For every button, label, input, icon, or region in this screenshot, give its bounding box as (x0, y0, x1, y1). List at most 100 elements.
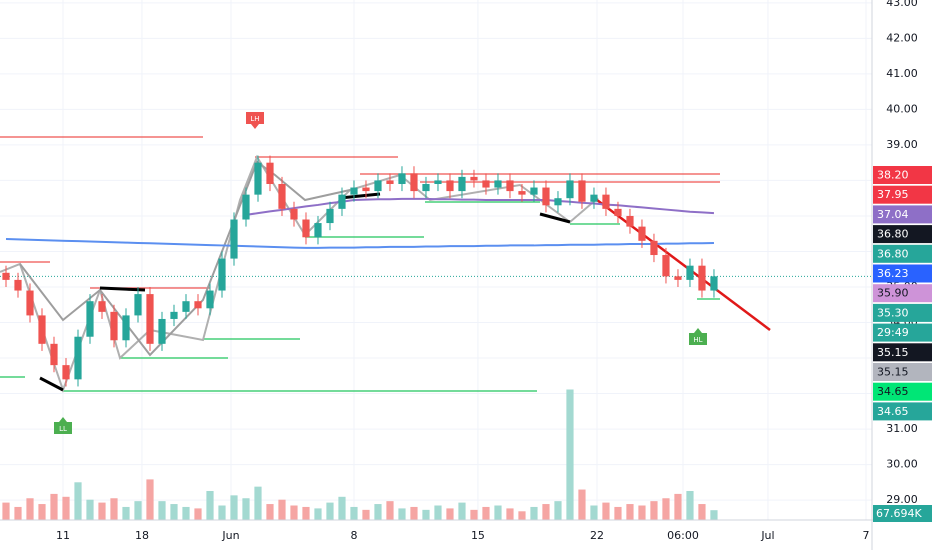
volume-bar (206, 491, 214, 520)
price-badge (873, 382, 932, 401)
price-badge-label: 37.95 (877, 188, 909, 201)
volume-bar (626, 504, 634, 520)
volume-bar (662, 498, 670, 520)
volume-bar (338, 496, 346, 520)
volume-bar (170, 504, 178, 520)
volume-bar (86, 499, 94, 520)
volume-bar (362, 509, 370, 520)
marker-lh (246, 112, 264, 129)
candle-body (518, 191, 526, 195)
x-tick-label: 15 (471, 529, 485, 542)
y-tick-label: 40.00 (886, 102, 918, 115)
volume-bar (590, 505, 598, 520)
candle-body (254, 162, 262, 195)
candle-body (338, 194, 346, 209)
candle-body (566, 180, 574, 199)
candle-body (14, 279, 22, 291)
volume-badge-label: 67.694K (876, 507, 922, 520)
price-badge-label: 29:49 (877, 326, 909, 339)
candle-body (602, 194, 610, 209)
candle-body (650, 240, 658, 256)
candle-body (194, 301, 202, 309)
volume-bar (38, 504, 46, 520)
price-badge-label: 35.15 (877, 346, 909, 359)
x-tick-label: 06:00 (667, 529, 699, 542)
zigzag (19, 160, 351, 357)
candle-body (182, 301, 190, 312)
volume-badge (873, 505, 932, 522)
candle-body (86, 301, 94, 337)
candle-body (686, 265, 694, 280)
swing-segment (539, 212, 571, 224)
price-badge (873, 402, 932, 421)
volume-bar (2, 502, 10, 520)
volume-bar (254, 486, 262, 520)
volume-bar (506, 508, 514, 520)
volume-bar (398, 508, 406, 520)
price-badge (873, 205, 932, 224)
trend-line (596, 199, 771, 331)
candle-body (266, 162, 274, 184)
volume-bar (422, 509, 430, 520)
volume-bar (614, 506, 622, 520)
candle-body (470, 176, 478, 181)
volume-bar (494, 505, 502, 520)
candle-body (506, 180, 514, 192)
candle-body (326, 208, 334, 224)
y-tick-label: 39.00 (886, 138, 918, 151)
price-badge (873, 225, 932, 244)
candle-body (242, 194, 250, 220)
marker-label: LL (59, 425, 67, 433)
y-tick-label: 42.00 (886, 31, 918, 44)
candle-body (50, 343, 58, 366)
price-badge (873, 185, 932, 204)
volume-bar (74, 482, 82, 520)
candle-body (158, 318, 166, 344)
candle-body (170, 311, 178, 319)
volume-bar (278, 499, 286, 520)
volume-bar (554, 501, 562, 520)
volume-bar (158, 501, 166, 520)
moving-average (5, 238, 714, 249)
candle-body (626, 215, 634, 227)
candles (2, 155, 718, 387)
signal-markers: LH LL HL (54, 112, 707, 434)
x-tick-label: 11 (56, 529, 70, 542)
volume-bar (50, 493, 58, 520)
volume-bar (530, 506, 538, 520)
candle-body (26, 290, 34, 316)
price-badge-label: 34.65 (877, 405, 909, 418)
candle-body (374, 180, 382, 192)
grid (0, 0, 872, 520)
candle-body (62, 365, 70, 380)
volume-bar (566, 389, 574, 520)
candle-body (446, 180, 454, 192)
price-badge (873, 303, 932, 322)
candle-body (614, 208, 622, 216)
price-badge (873, 264, 932, 283)
volume-bar (458, 502, 466, 520)
price-badge (873, 363, 932, 381)
candle-body (38, 315, 46, 344)
candle-body (590, 194, 598, 202)
y-tick-label: 41.00 (886, 67, 918, 80)
candle-body (350, 187, 358, 195)
volume-bar (374, 504, 382, 520)
volume-bar (290, 505, 298, 520)
x-tick-label: 7 (863, 529, 870, 542)
candle-body (278, 183, 286, 209)
volume-bar (122, 506, 130, 520)
price-badge (873, 166, 932, 184)
volume-bar (638, 505, 646, 520)
volume-bar (650, 501, 658, 520)
candle-body (458, 176, 466, 192)
x-tick-label: 22 (590, 529, 604, 542)
volume-bar (482, 506, 490, 520)
price-badge (873, 284, 932, 303)
candle-body (554, 198, 562, 206)
x-tick-label: Jul (760, 529, 774, 542)
volume-bar (266, 504, 274, 520)
volume-bar (110, 498, 118, 520)
candle-body (698, 265, 706, 291)
